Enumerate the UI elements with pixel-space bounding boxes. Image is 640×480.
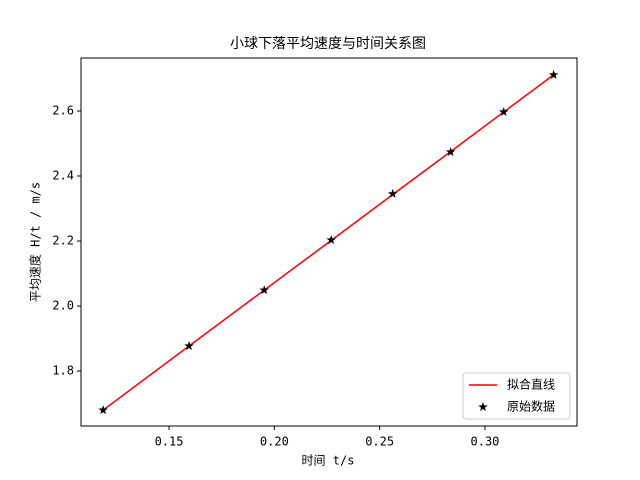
data-point: [445, 146, 456, 156]
y-axis-label: 平均速度 H/t / m/s: [28, 182, 43, 302]
y-tick-label: 2.0: [52, 299, 74, 313]
x-tick-label: 0.15: [155, 435, 184, 449]
data-point: [326, 235, 336, 245]
x-tick-label: 0.30: [471, 435, 500, 449]
data-point: [184, 341, 194, 351]
x-tick-label: 0.25: [365, 435, 394, 449]
legend-label: 原始数据: [507, 399, 555, 414]
fit-line: [102, 74, 555, 411]
y-tick-label: 2.2: [52, 234, 74, 248]
legend-swatch: [478, 402, 488, 412]
legend-label: 拟合直线: [507, 377, 555, 392]
chart-title: 小球下落平均速度与时间关系图: [230, 36, 426, 52]
data-point: [548, 69, 559, 79]
y-tick-label: 2.4: [52, 169, 74, 183]
data-point: [98, 405, 108, 415]
y-tick-label: 2.6: [52, 103, 74, 117]
data-point: [387, 188, 398, 198]
data-point: [259, 285, 269, 295]
y-tick-label: 1.8: [52, 364, 74, 378]
x-tick-label: 0.20: [260, 435, 289, 449]
plot-frame: [80, 57, 578, 427]
data-point: [498, 106, 509, 117]
x-axis-label: 时间 t/s: [302, 454, 355, 468]
